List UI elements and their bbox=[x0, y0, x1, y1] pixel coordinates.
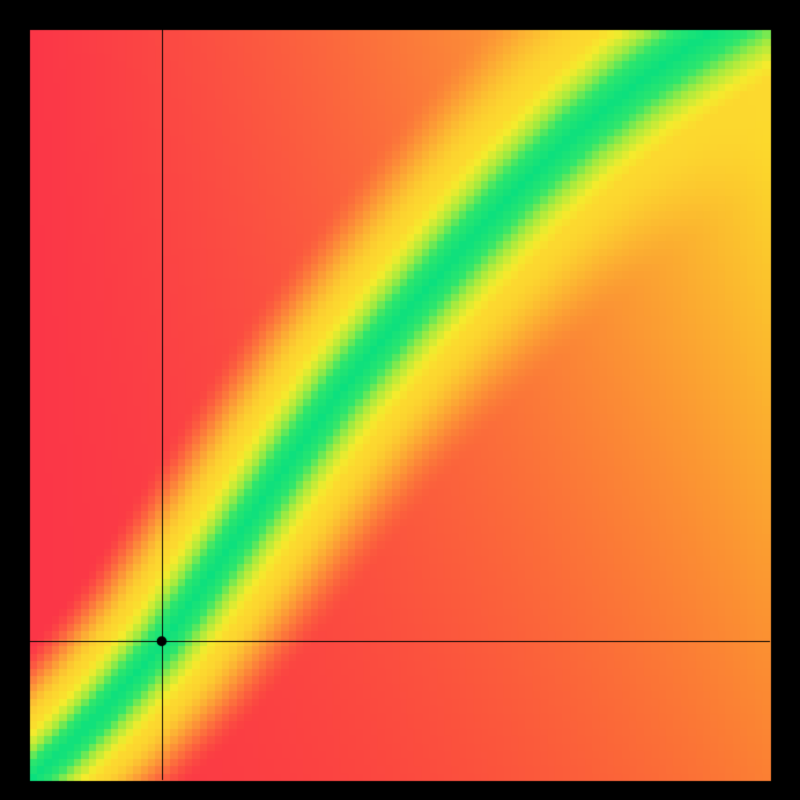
bottleneck-heatmap bbox=[0, 0, 800, 800]
